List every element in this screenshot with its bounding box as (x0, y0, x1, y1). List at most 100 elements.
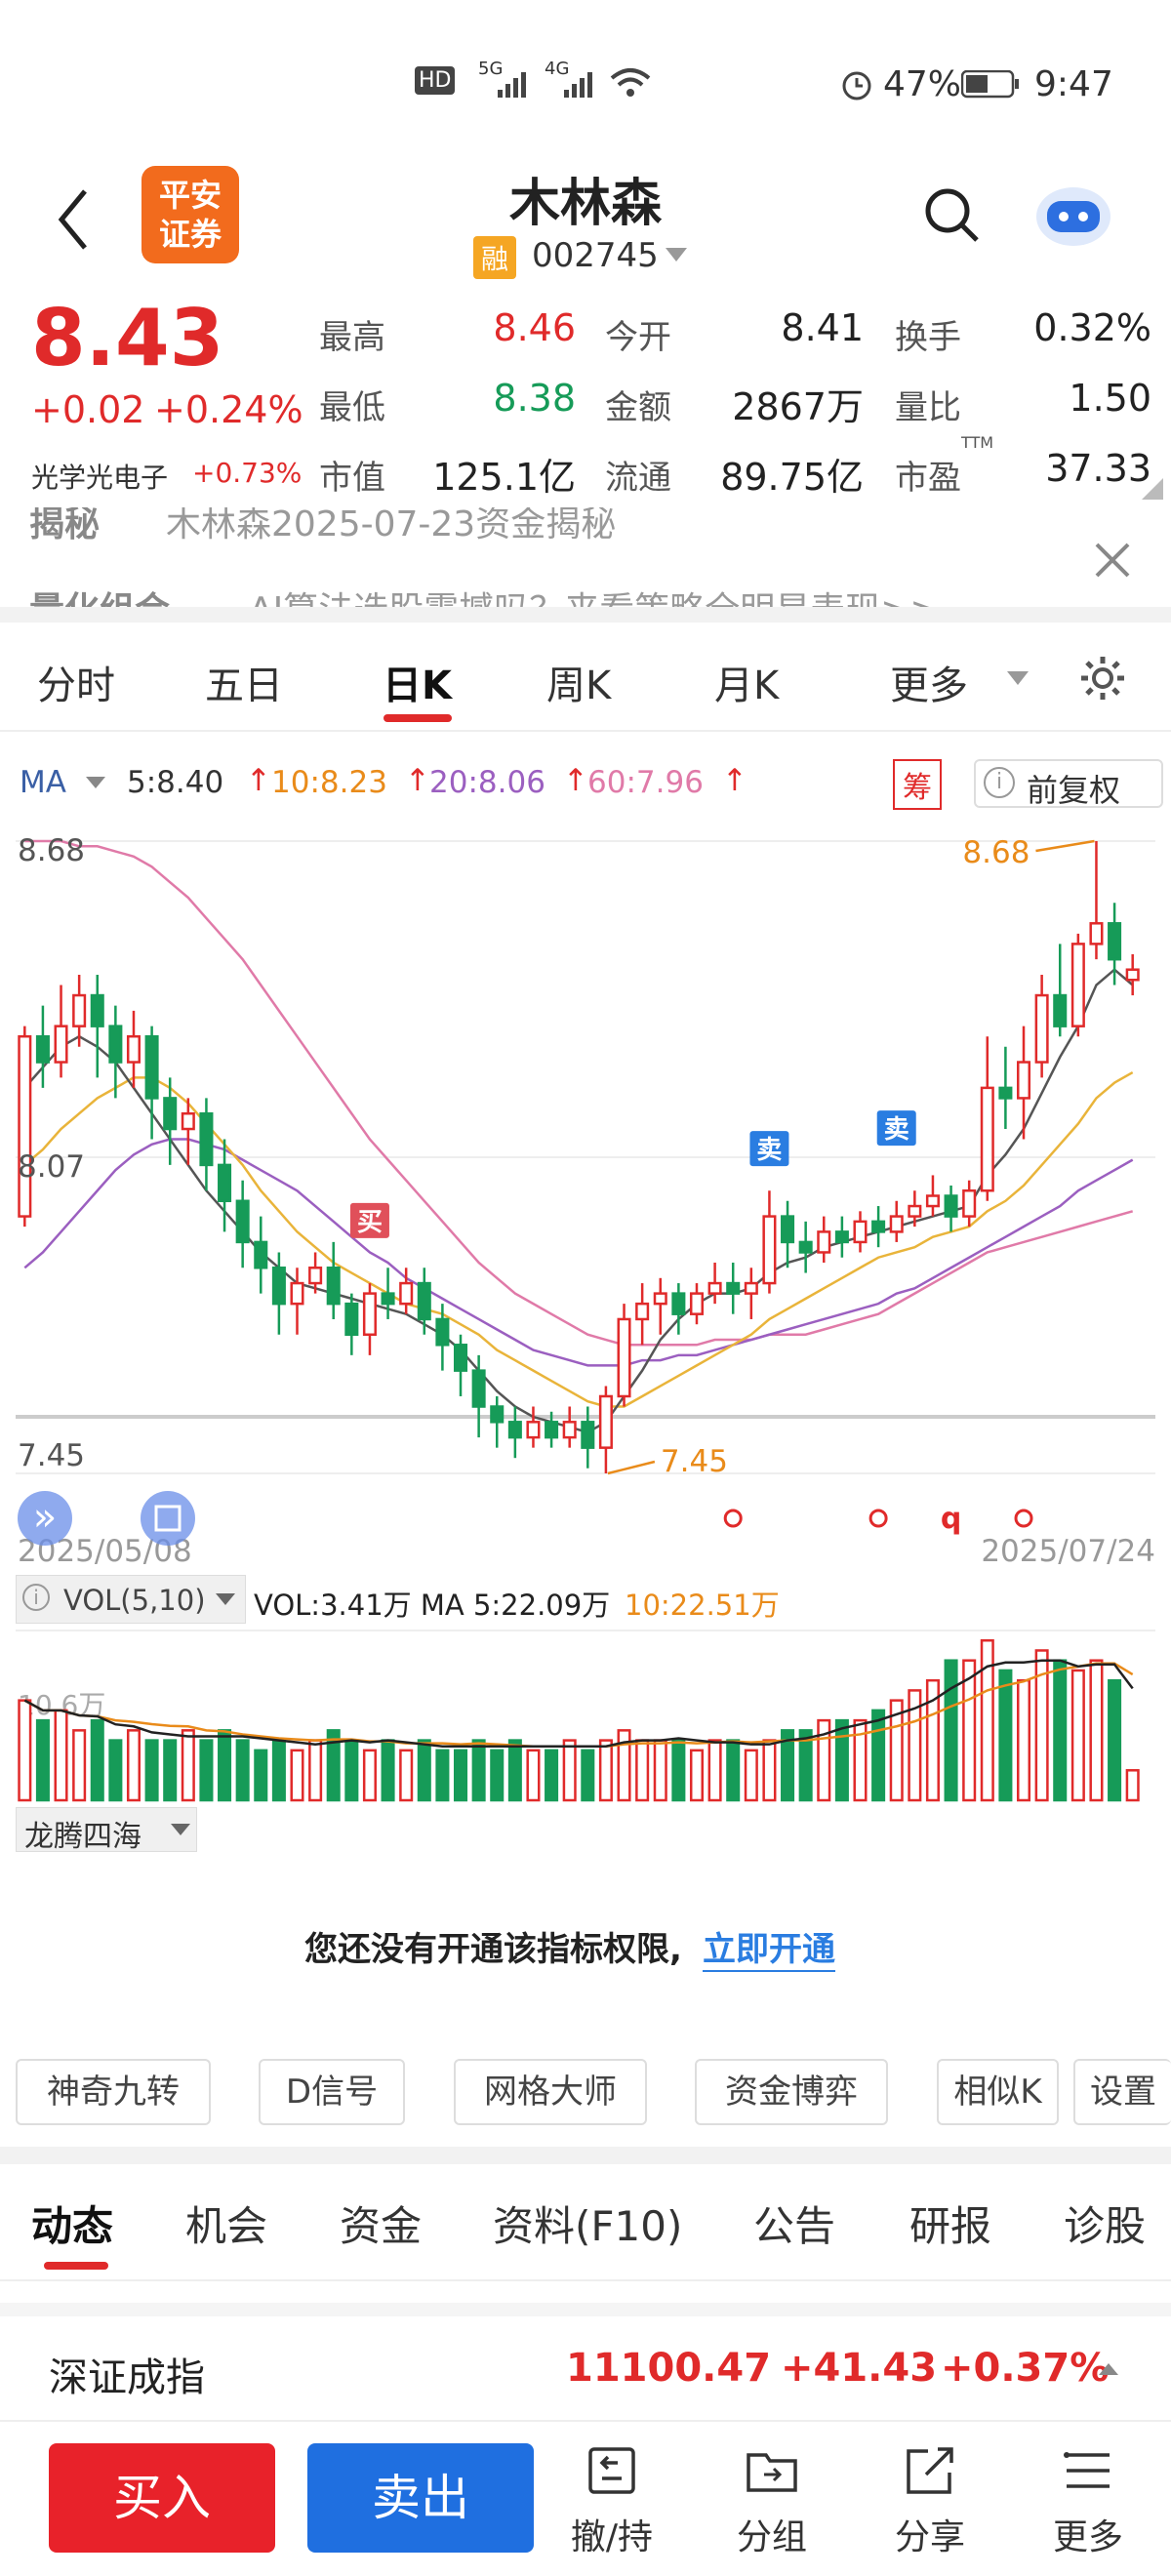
volume-bar (1053, 1659, 1068, 1802)
chevron-down-icon[interactable] (664, 246, 689, 263)
candle-body (1016, 1061, 1031, 1100)
volume-bar (417, 1739, 431, 1802)
gear-icon[interactable] (1078, 654, 1127, 703)
volume-bar (925, 1678, 940, 1802)
tab-news[interactable]: 动态 (31, 2202, 114, 2250)
volume-bar (1089, 1659, 1104, 1802)
volume-bar (362, 1749, 377, 1802)
group-button[interactable]: 分组 (718, 2441, 826, 2559)
event-marker-icon (1014, 1509, 1033, 1528)
volume-bar (90, 1718, 104, 1802)
candle-body (671, 1292, 686, 1315)
volume-bar (54, 1709, 68, 1802)
ma-label[interactable]: MA (20, 765, 66, 800)
indicator-dropdown-icon[interactable] (169, 1822, 192, 1837)
tool-settings[interactable]: 设置 (1073, 2059, 1171, 2125)
high-price-label: 8.68 (962, 835, 1030, 870)
divider (0, 2147, 1171, 2164)
news-ticker[interactable]: 揭秘 木林森2025-07-23资金揭秘 量化组合 AI算法选股震撼吗？来看策略… (0, 507, 1171, 615)
cancel-hold-label: 撤/持 (570, 2517, 654, 2557)
tab-announcements[interactable]: 公告 (753, 2202, 836, 2250)
corner-triangle-icon (1142, 478, 1163, 500)
tool-similar-k[interactable]: 相似K (937, 2059, 1059, 2125)
volume-bar (834, 1718, 849, 1802)
info-icon: i (984, 767, 1015, 798)
quote-value: 2867万 (732, 385, 864, 428)
close-icon[interactable] (1093, 541, 1132, 580)
fullscreen-glyph (154, 1505, 182, 1532)
broker-logo[interactable]: 平安 证券 (141, 166, 239, 263)
volume-bar (726, 1739, 741, 1802)
stock-header: 平安 证券 木林森 融 002745 (0, 156, 1171, 293)
tab-intraday[interactable]: 分时 (37, 664, 115, 708)
ttm-label: TTM (961, 433, 994, 452)
ma20-value: 20:8.06 (429, 765, 545, 800)
chip-distribution-button[interactable]: 筹 (893, 759, 942, 810)
volume-bar (817, 1718, 831, 1802)
volume-bar (962, 1659, 977, 1802)
ma-dropdown-icon[interactable] (84, 775, 107, 790)
volume-bar (381, 1739, 395, 1802)
tool-nine-turn[interactable]: 神奇九转 (16, 2059, 211, 2125)
vol-dropdown-icon[interactable] (214, 1591, 237, 1607)
index-change: +41.43 (781, 2346, 938, 2391)
low-price-label: 7.45 (661, 1444, 728, 1479)
volume-bar (653, 1739, 667, 1802)
share-button[interactable]: 分享 (876, 2441, 984, 2559)
volume-bar (889, 1699, 904, 1802)
candle-body (271, 1267, 286, 1306)
group-label: 分组 (736, 2517, 807, 2557)
tool-fund-game[interactable]: 资金博弈 (695, 2059, 888, 2125)
candle-body (471, 1369, 486, 1408)
index-name: 深证成指 (49, 2355, 205, 2400)
volume-bar (998, 1669, 1013, 1802)
hd-icon: HD (415, 66, 456, 95)
vol-selector[interactable]: i VOL(5,10) (16, 1575, 246, 1624)
quote-value: 89.75亿 (720, 456, 864, 499)
scroll-forward-glyph: » (33, 1495, 57, 1540)
sector-name[interactable]: 光学光电子 (31, 462, 169, 494)
tab-opportunity[interactable]: 机会 (185, 2202, 268, 2250)
tab-indicator (384, 714, 452, 722)
margin-badge: 融 (473, 236, 517, 279)
volume-bar (1016, 1678, 1031, 1802)
vol-values: VOL:3.41万 MA 5:22.09万 (254, 1589, 611, 1622)
tab-more[interactable]: 更多 (890, 664, 968, 708)
adjust-button[interactable]: i 前复权 (974, 759, 1163, 809)
chevron-up-icon[interactable] (1097, 2361, 1120, 2377)
tool-grid-master[interactable]: 网格大师 (454, 2059, 647, 2125)
info-icon: i (22, 1584, 50, 1611)
sell-button[interactable]: 卖出 (307, 2443, 534, 2553)
candle-body (1053, 993, 1068, 1027)
robot-assistant-icon[interactable] (1030, 176, 1117, 254)
ma-legend: MA 5:8.40 ↑ 10:8.23 ↑ 20:8.06 ↑ 60:7.96 … (20, 759, 1171, 810)
volume-bar (453, 1749, 468, 1802)
cancel-hold-button[interactable]: 撤/持 (558, 2441, 666, 2559)
tab-daily-k[interactable]: 日K (383, 664, 452, 708)
volume-chart[interactable]: 10.6万 (0, 1625, 1171, 1805)
tab-funds[interactable]: 资金 (340, 2202, 423, 2250)
volume-bar (1070, 1669, 1085, 1802)
tab-research[interactable]: 研报 (909, 2202, 992, 2250)
tab-five-day[interactable]: 五日 (205, 664, 283, 708)
buy-button[interactable]: 买入 (49, 2443, 275, 2553)
tab-weekly-k[interactable]: 周K (546, 664, 612, 708)
date-end-label: 2025/07/24 (981, 1534, 1155, 1569)
tool-d-signal[interactable]: D信号 (259, 2059, 405, 2125)
more-dropdown-icon[interactable] (1005, 669, 1030, 687)
price-change-pct: +0.24% (154, 388, 303, 431)
more-button[interactable]: 更多 (1034, 2441, 1142, 2559)
event-marker-icon (723, 1509, 743, 1528)
activate-link[interactable]: 立即开通 (703, 1922, 835, 1972)
candle-body (235, 1199, 250, 1244)
volume-bar (163, 1739, 178, 1802)
indicator-selector[interactable]: 龙腾四海 (16, 1807, 197, 1854)
tab-diagnosis[interactable]: 诊股 (1064, 2202, 1147, 2250)
search-icon[interactable] (922, 185, 981, 244)
tab-monthly-k[interactable]: 月K (714, 664, 780, 708)
cancel-order-icon (588, 2447, 635, 2494)
back-icon[interactable] (54, 185, 93, 254)
tab-f10[interactable]: 资料(F10) (493, 2202, 683, 2250)
index-bar[interactable]: 深证成指 11100.47 +41.43 +0.37% (0, 2303, 1171, 2410)
